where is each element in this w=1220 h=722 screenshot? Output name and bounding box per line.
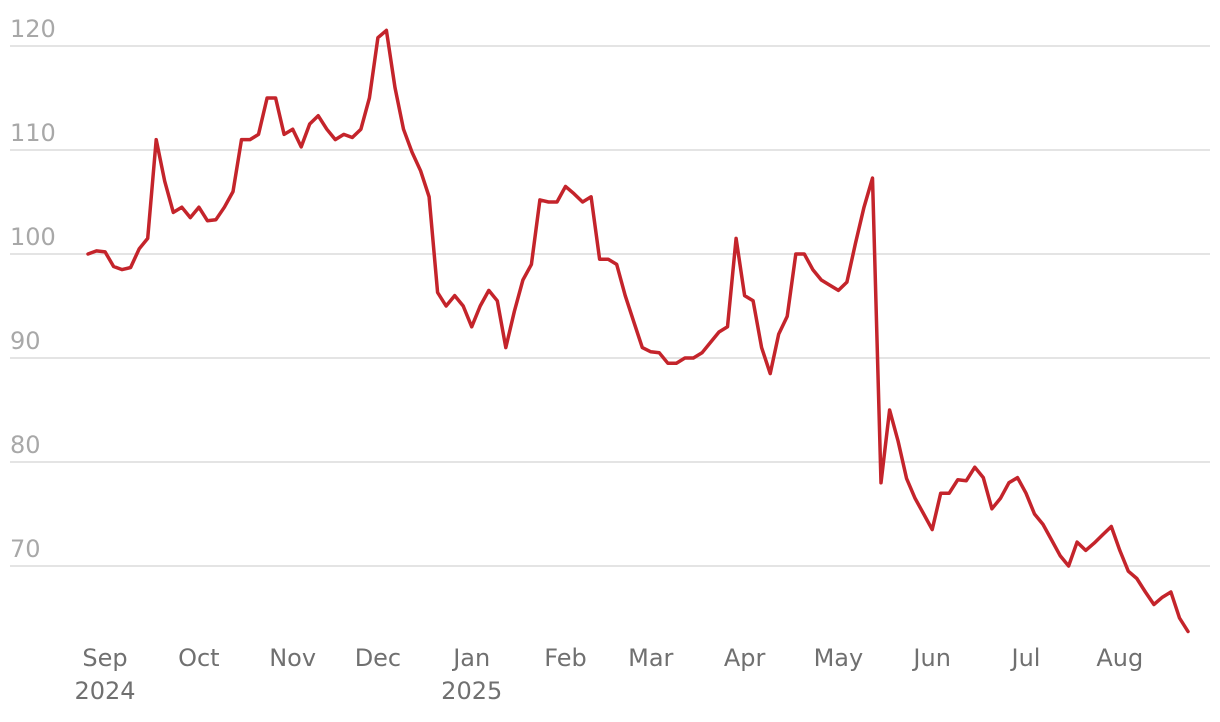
- y-tick-label: 110: [10, 119, 56, 147]
- x-tick-label: Jun: [913, 644, 951, 672]
- x-tick-label: Apr: [723, 644, 766, 672]
- y-tick-label: 90: [10, 327, 41, 355]
- x-tick-label: Oct: [178, 644, 220, 672]
- x-tick-label: Jul: [1011, 644, 1041, 672]
- x-tick-label: Dec: [354, 644, 402, 672]
- y-tick-label: 100: [10, 223, 56, 251]
- x-tick-label: Nov: [269, 644, 317, 672]
- y-tick-label: 70: [10, 535, 41, 563]
- x-tick-label: Jan 2025: [441, 644, 503, 705]
- y-tick-label: 80: [10, 431, 41, 459]
- price-line: [86, 28, 1190, 634]
- x-tick-label: Aug: [1096, 644, 1144, 672]
- x-tick-label: May: [813, 644, 864, 672]
- x-tick-label: Feb: [544, 644, 587, 672]
- x-tick-label: Mar: [628, 644, 674, 672]
- x-tick-label: Sep 2024: [74, 644, 136, 705]
- y-tick-label: 120: [10, 15, 56, 43]
